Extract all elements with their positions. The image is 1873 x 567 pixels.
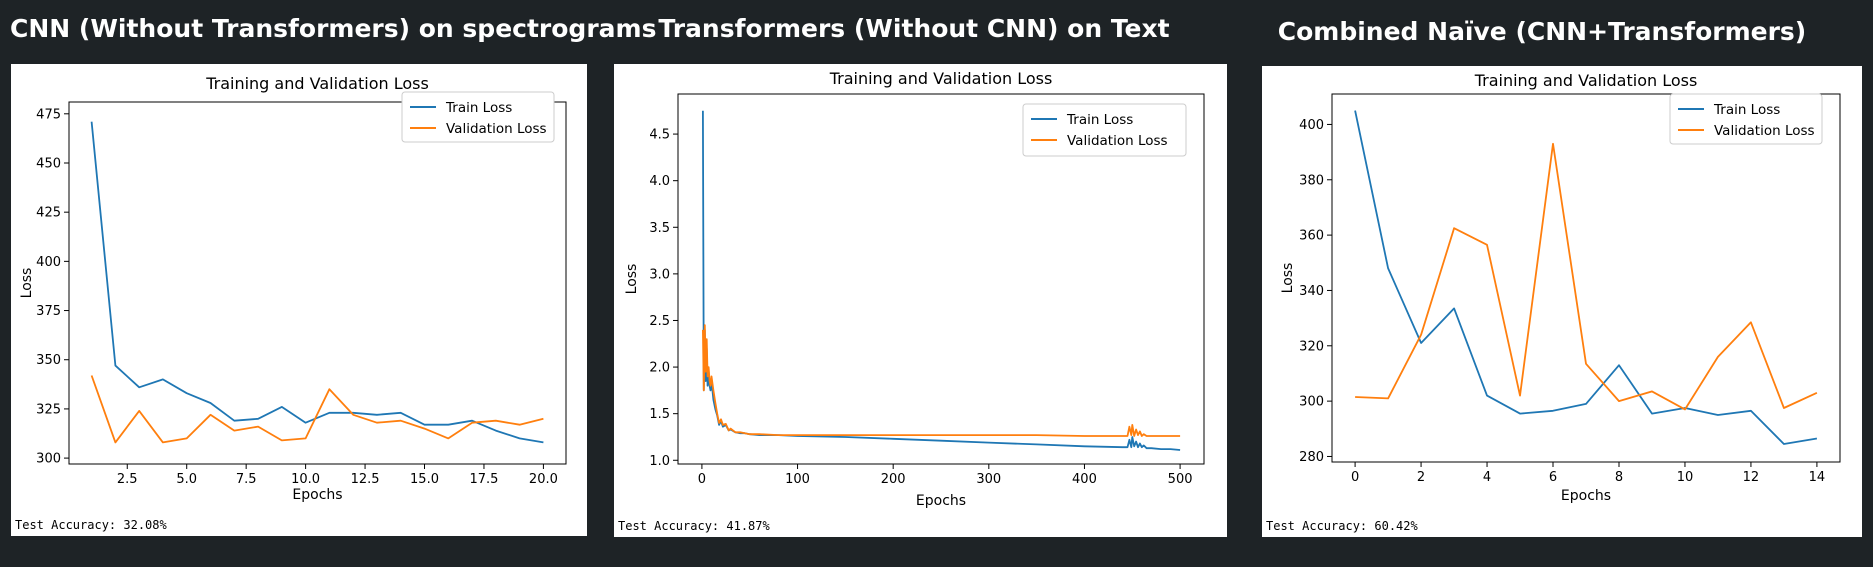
y-tick-label: 1.0: [649, 454, 670, 469]
x-axis-label: Epochs: [292, 487, 342, 503]
y-tick-label: 300: [36, 452, 61, 467]
legend-label: Train Loss: [445, 100, 512, 116]
validation-loss-line: [90, 375, 544, 444]
x-tick-label: 10.0: [291, 472, 320, 487]
x-tick-label: 14: [1809, 470, 1826, 485]
y-tick-label: 320: [1299, 339, 1324, 354]
legend: Train Loss Validation Loss: [1022, 103, 1187, 157]
legend-box: [1669, 93, 1823, 145]
y-tick-label: 300: [1299, 395, 1324, 410]
train-loss-line: [702, 110, 1181, 451]
y-tick-label: 350: [36, 353, 61, 368]
loss-chart-cnn: Training and Validation Loss 2.5 5.0 7.5 10.…: [19, 74, 567, 503]
loss-chart-combined: Training and Validation Loss 0 2 4 6 8 10 12 14 2…: [1280, 71, 1841, 504]
y-tick-label: 3.0: [649, 267, 670, 282]
x-tick-label: 300: [976, 472, 1001, 487]
plot-frame: [677, 93, 1205, 465]
y-tick-label: 280: [1299, 450, 1324, 465]
y-axis-label: Loss: [1280, 263, 1296, 294]
x-tick-label: 0: [1351, 470, 1359, 485]
y-tick-label: 360: [1299, 229, 1324, 244]
legend-label: Train Loss: [1066, 112, 1133, 128]
panel-heading-combined: Combined Naïve (CNN+Transformers): [1277, 17, 1807, 46]
x-tick-label: 17.5: [469, 472, 498, 487]
y-tick-label: 475: [36, 107, 61, 122]
x-tick-label: 8: [1615, 470, 1623, 485]
panel-heading-transformers: Transformers (Without CNN) on Text: [658, 14, 1170, 43]
plot-card-transformers: Training and Validation Loss 0 100 200 300 40…: [614, 64, 1227, 537]
x-tick-label: 6: [1549, 470, 1557, 485]
x-tick-label: 10: [1677, 470, 1694, 485]
x-axis-label: Epochs: [1561, 488, 1611, 504]
validation-loss-line: [1355, 142, 1818, 411]
x-tick-label: 100: [785, 472, 810, 487]
loss-chart-transformers: Training and Validation Loss 0 100 200 300 40…: [624, 69, 1205, 509]
chart-title: Training and Validation Loss: [205, 74, 429, 93]
x-tick-label: 2: [1417, 470, 1425, 485]
chart-title: Training and Validation Loss: [1474, 71, 1698, 90]
legend-box: [1022, 103, 1187, 157]
y-tick-label: 375: [36, 304, 61, 319]
y-tick-label: 450: [36, 156, 61, 171]
legend: Train Loss Validation Loss: [1669, 93, 1823, 145]
x-tick-label: 400: [1072, 472, 1097, 487]
test-accuracy-transformers: Test Accuracy: 41.87%: [618, 519, 770, 533]
x-tick-label: 5.0: [176, 472, 197, 487]
legend: Train Loss Validation Loss: [401, 91, 555, 143]
y-tick-label: 340: [1299, 284, 1324, 299]
legend-label: Train Loss: [1713, 102, 1780, 118]
x-tick-label: 12.5: [351, 472, 380, 487]
x-tick-label: 7.5: [236, 472, 257, 487]
plot-frame: [1331, 93, 1841, 463]
y-tick-label: 400: [1299, 118, 1324, 133]
x-tick-label: 0: [698, 472, 706, 487]
plot-card-cnn: Training and Validation Loss 2.5 5.0 7.5 10.…: [11, 64, 587, 536]
validation-loss-line: [702, 324, 1181, 437]
test-accuracy-combined: Test Accuracy: 60.42%: [1266, 519, 1418, 533]
y-axis-label: Loss: [624, 264, 640, 295]
train-loss-line: [1354, 110, 1818, 445]
x-tick-label: 200: [881, 472, 906, 487]
legend-box: [401, 91, 555, 143]
plot-frame: [68, 101, 567, 465]
y-tick-label: 425: [36, 206, 61, 221]
train-loss-line: [90, 121, 544, 444]
x-tick-label: 12: [1743, 470, 1760, 485]
y-tick-label: 400: [36, 255, 61, 270]
y-tick-label: 2.5: [649, 314, 670, 329]
y-axis-label: Loss: [19, 268, 35, 299]
panel-heading-cnn: CNN (Without Transformers) on spectrogra…: [10, 14, 657, 43]
y-tick-label: 1.5: [649, 407, 670, 422]
y-tick-label: 4.5: [649, 128, 670, 143]
y-tick-label: 2.0: [649, 361, 670, 376]
chart-title: Training and Validation Loss: [829, 69, 1053, 88]
x-tick-label: 4: [1483, 470, 1491, 485]
x-tick-label: 2.5: [117, 472, 138, 487]
x-tick-label: 20.0: [529, 472, 558, 487]
y-tick-label: 325: [36, 402, 61, 417]
y-tick-label: 380: [1299, 173, 1324, 188]
plot-card-combined: Training and Validation Loss 0 2 4 6 8 10 12 14 2…: [1262, 66, 1862, 537]
legend-label: Validation Loss: [1067, 133, 1168, 149]
x-axis-label: Epochs: [916, 493, 966, 509]
legend-label: Validation Loss: [1714, 123, 1815, 139]
legend-label: Validation Loss: [446, 121, 547, 137]
x-tick-label: 15.0: [410, 472, 439, 487]
y-tick-label: 4.0: [649, 174, 670, 189]
x-tick-label: 500: [1168, 472, 1193, 487]
y-tick-label: 3.5: [649, 221, 670, 236]
test-accuracy-cnn: Test Accuracy: 32.08%: [15, 518, 167, 532]
